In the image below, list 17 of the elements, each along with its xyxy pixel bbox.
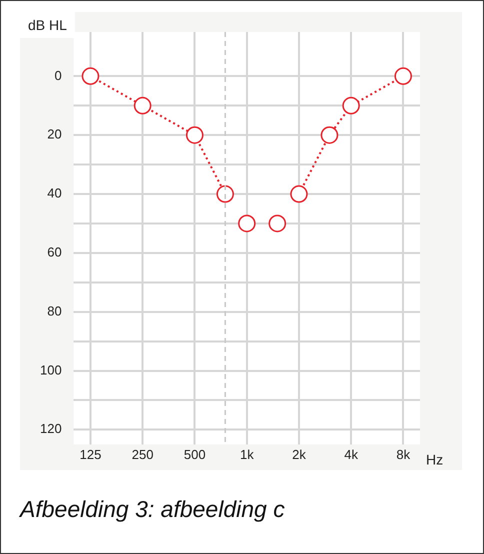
- y-tick-label: 40: [47, 186, 62, 201]
- x-tick-label: 4k: [344, 446, 358, 462]
- y-axis-title: dB HL: [28, 16, 68, 33]
- x-tick-label: 250: [132, 446, 154, 462]
- x-tick-label: 2k: [292, 446, 306, 462]
- y-tick-label: 100: [40, 362, 62, 378]
- x-tick-label: 1k: [240, 446, 254, 462]
- y-tick-label: 80: [47, 303, 62, 318]
- x-axis-title: Hz: [426, 451, 444, 468]
- y-tick-label: 20: [47, 126, 62, 142]
- y-tick-label: 60: [47, 244, 62, 260]
- text: Afbeelding 3: afbeelding c: [20, 496, 285, 523]
- x-tick-label: 125: [80, 446, 102, 462]
- x-tick-label: 8k: [396, 446, 411, 462]
- y-tick-label: 120: [40, 421, 62, 436]
- y-tick-label: 0: [54, 68, 62, 83]
- x-tick-label: 500: [184, 446, 206, 462]
